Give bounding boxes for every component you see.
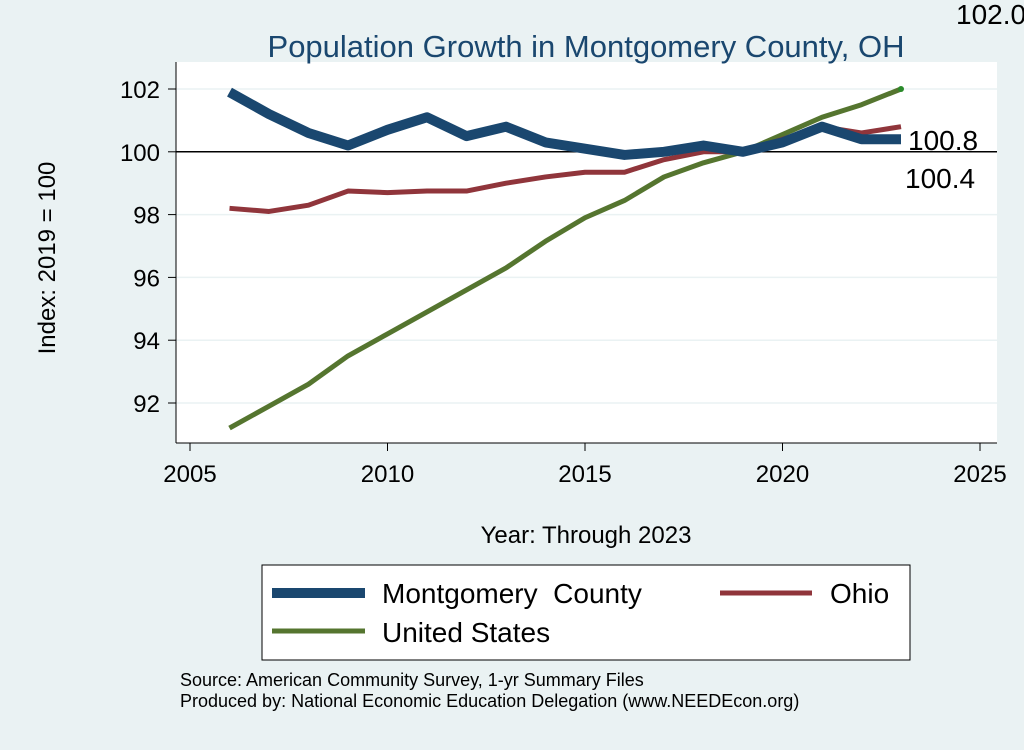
series-line-united-states (228, 86, 902, 431)
producer-note: Produced by: National Economic Education… (180, 691, 799, 711)
chart-title: Population Growth in Montgomery County, … (268, 29, 905, 64)
plot-region (176, 62, 997, 443)
series-line-montgomery-county (227, 87, 901, 160)
end-label-us: 102.0 (956, 0, 1024, 30)
y-tick-label: 100 (120, 140, 160, 167)
x-tick-label: 2025 (953, 461, 1006, 488)
end-label-ohio: 100.8 (908, 125, 978, 156)
x-tick-label: 2010 (361, 461, 414, 488)
y-tick-label: 98 (133, 203, 160, 230)
end-label-montgomery: 100.4 (905, 163, 975, 194)
x-axis-label: Year: Through 2023 (481, 522, 692, 549)
y-tick-label: 102 (120, 77, 160, 104)
x-tick-label: 2020 (756, 461, 809, 488)
legend-label-us: United States (382, 617, 550, 648)
legend: Montgomery County Ohio United States (261, 564, 911, 661)
x-tick-label: 2005 (163, 461, 216, 488)
x-tick-label: 2015 (558, 461, 611, 488)
y-tick-label: 92 (133, 391, 160, 418)
y-tick-label: 96 (133, 265, 160, 292)
y-tick-label: 94 (133, 328, 160, 355)
legend-label-montgomery: Montgomery County (382, 578, 642, 609)
y-axis-label: Index: 2019 = 100 (34, 162, 61, 355)
legend-label-ohio: Ohio (830, 578, 889, 609)
end-point-marker (898, 86, 904, 92)
source-note: Source: American Community Survey, 1-yr … (180, 670, 644, 690)
